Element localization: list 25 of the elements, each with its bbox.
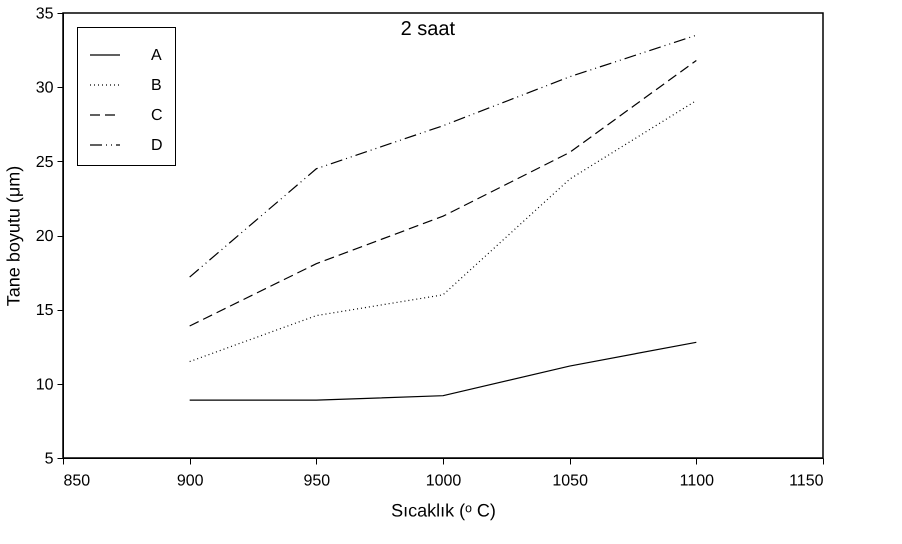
y-tick-label: 15 xyxy=(36,302,54,320)
y-tick-label: 20 xyxy=(36,228,54,245)
x-axis-title: Sıcaklık (ᵒ C) xyxy=(391,500,496,520)
legend-label: C xyxy=(151,107,163,124)
x-tick-label: 900 xyxy=(176,472,204,490)
x-tick-label: 1050 xyxy=(552,472,588,490)
x-tick-label: 950 xyxy=(303,472,330,490)
chart-title: 2 saat xyxy=(400,18,456,40)
x-tick-label: 1150 xyxy=(789,472,824,490)
legend-label: D xyxy=(151,137,163,154)
legend-label: A xyxy=(151,47,162,64)
line-series xyxy=(189,342,697,401)
y-tick-label: 10 xyxy=(36,376,54,394)
y-tick-label: 5 xyxy=(44,450,54,468)
legend-label: B xyxy=(151,77,162,94)
y-tick-label: 25 xyxy=(36,154,54,171)
x-tick-label: 850 xyxy=(64,472,90,490)
line-series xyxy=(189,60,697,327)
line-series xyxy=(189,100,697,362)
x-tick-label: 1100 xyxy=(680,472,714,490)
x-tick-label: 1000 xyxy=(426,472,462,490)
y-tick-label: 35 xyxy=(36,6,54,22)
line-series xyxy=(189,34,697,278)
y-tick-label: 30 xyxy=(36,80,54,97)
y-axis-title: Tane boyutu (μm) xyxy=(4,166,24,306)
